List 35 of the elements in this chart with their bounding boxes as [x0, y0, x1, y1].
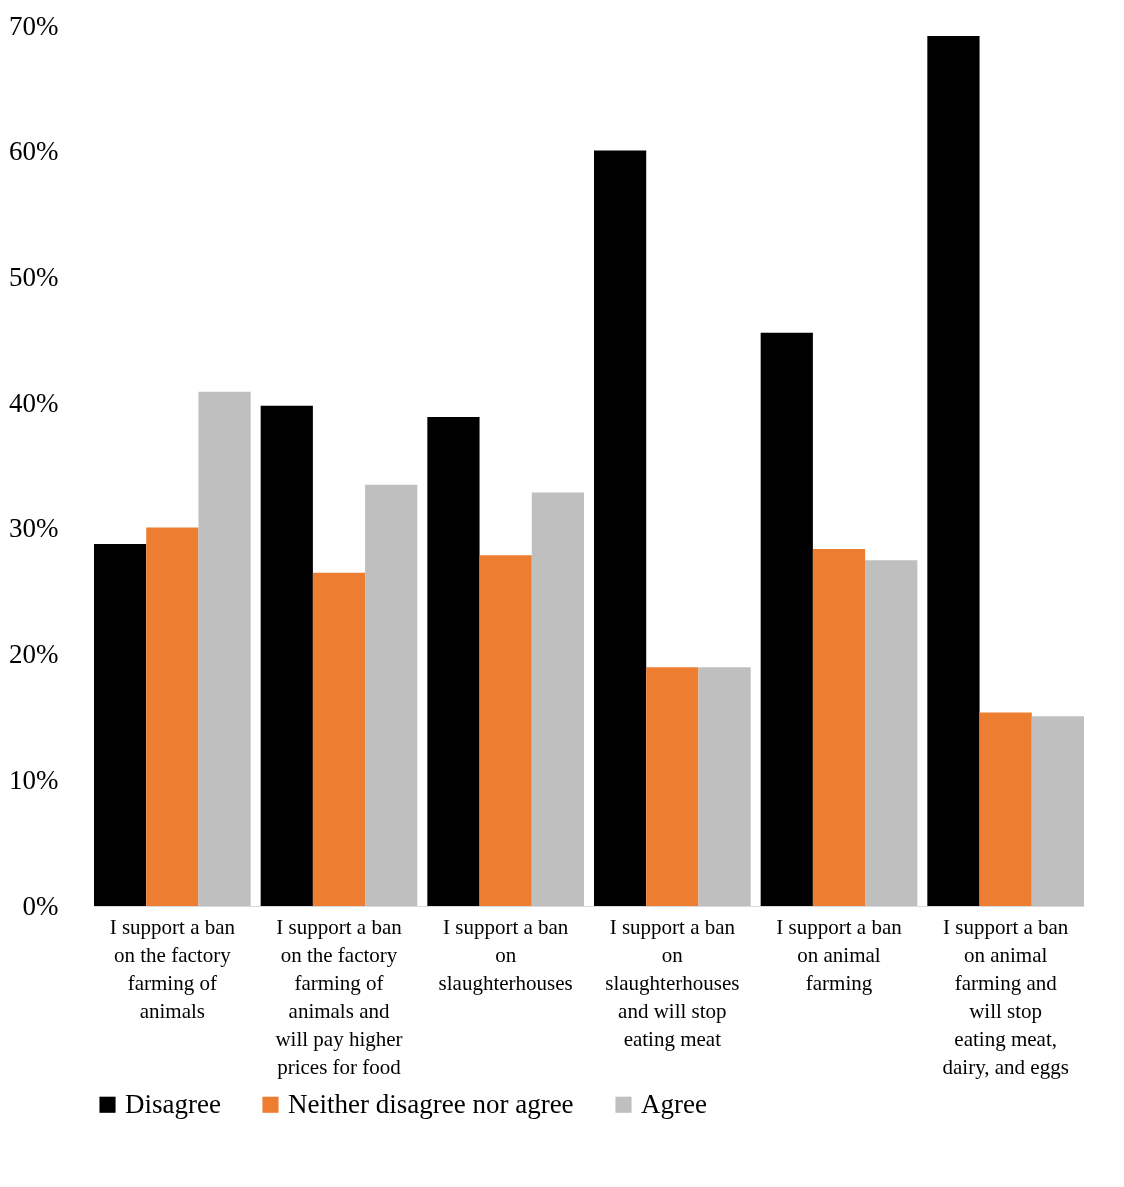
x-tick-label: I support a ban on slaughterhouses and will stop eating meat	[605, 914, 740, 1051]
bar	[479, 555, 532, 906]
bar	[365, 484, 418, 906]
y-tick-label: 20%	[9, 639, 59, 670]
bar	[979, 712, 1032, 906]
y-tick-label: 30%	[9, 513, 59, 544]
bar	[646, 667, 699, 906]
bar	[698, 667, 751, 906]
y-tick-label: 50%	[9, 261, 59, 292]
y-tick-label: 60%	[9, 136, 59, 167]
y-tick-label: 40%	[9, 387, 59, 418]
legend-label: Disagree	[125, 1088, 221, 1119]
x-tick-label: I support a ban on animal farming and will stop eating meat, dairy, and eggs	[942, 914, 1069, 1079]
bar	[927, 36, 980, 906]
x-tick-label: I support a ban on animal farming	[776, 914, 903, 995]
x-tick-label: I support a ban on the factory farming of animals and will pay higher prices for food	[275, 914, 403, 1079]
legend-label: Neither disagree nor agree	[288, 1088, 574, 1119]
x-tick-label: I support a ban on slaughterhouses	[438, 914, 573, 995]
bar	[94, 543, 147, 906]
bar	[427, 416, 480, 906]
bar	[531, 492, 584, 906]
x-tick-label: I support a ban on the factory farming of animals	[109, 914, 236, 1023]
bar	[760, 332, 813, 906]
y-tick-label: 70%	[9, 10, 59, 41]
bar	[812, 548, 866, 906]
y-tick-label: 0%	[22, 890, 59, 921]
y-tick-label: 10%	[9, 764, 59, 795]
bar	[1031, 716, 1084, 906]
legend-label: Agree	[641, 1088, 707, 1119]
bar	[594, 150, 647, 906]
bar	[260, 405, 313, 906]
bar	[312, 572, 366, 906]
bar	[198, 391, 251, 906]
bar	[865, 560, 918, 906]
bar	[146, 527, 199, 906]
